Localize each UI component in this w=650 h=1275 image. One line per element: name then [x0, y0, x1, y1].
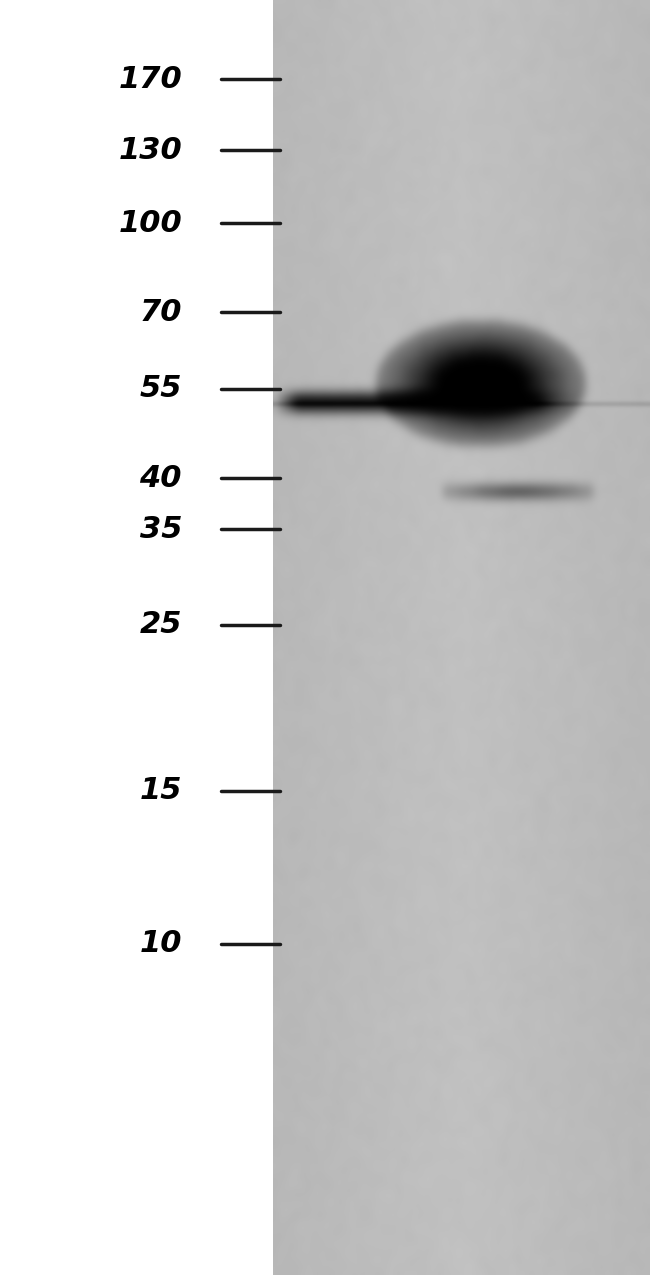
Text: 130: 130: [118, 136, 182, 164]
Text: 10: 10: [140, 929, 182, 958]
Text: 70: 70: [140, 298, 182, 326]
Text: 55: 55: [140, 375, 182, 403]
Text: 100: 100: [118, 209, 182, 237]
Text: 40: 40: [140, 464, 182, 492]
Text: 25: 25: [140, 611, 182, 639]
Text: 15: 15: [140, 776, 182, 805]
Text: 35: 35: [140, 515, 182, 543]
Text: 170: 170: [118, 65, 182, 93]
